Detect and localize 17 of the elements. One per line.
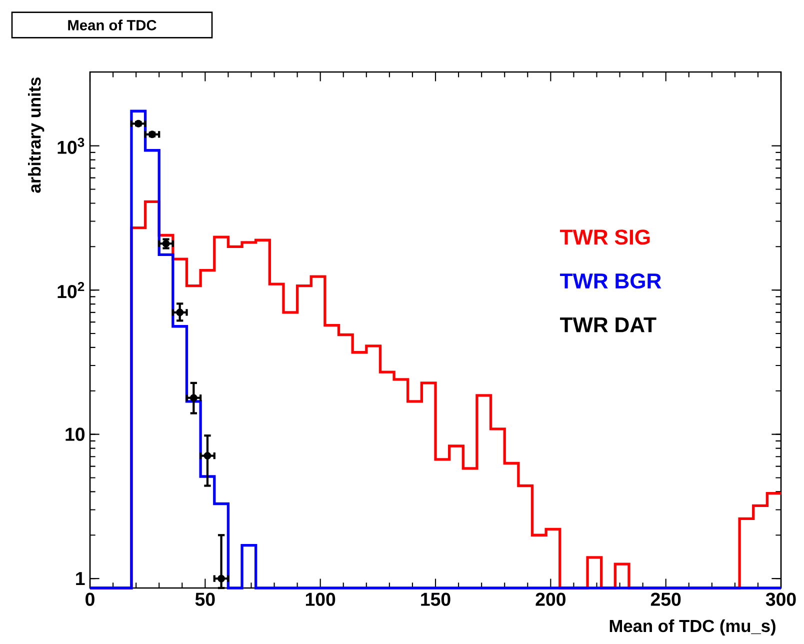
x-tick-label: 50 (195, 592, 215, 606)
x-axis-title: Mean of TDC (mu_s) (610, 619, 776, 636)
chart-title: Mean of TDC (68, 20, 156, 30)
y-tick-label: 10$^{3}$ (58, 138, 84, 154)
text: TWR BGR (560, 273, 662, 289)
x-tick-label: 0 (86, 592, 94, 606)
text: TWR DAT (560, 318, 656, 332)
x-tick-label: 200 (536, 592, 566, 606)
y-tick-label: 10$^{2}$ (58, 282, 84, 298)
y-tick-label: 10 (66, 428, 85, 441)
text: TWR SIG (560, 230, 650, 245)
x-tick-label: 300 (766, 592, 796, 606)
x-tick-label: 150 (421, 592, 450, 606)
x-tick-label: 250 (650, 592, 681, 606)
y-tick-label: 1 (76, 572, 85, 585)
y-axis-title: arbitrary units (28, 77, 44, 193)
x-tick-label: 100 (306, 592, 336, 606)
